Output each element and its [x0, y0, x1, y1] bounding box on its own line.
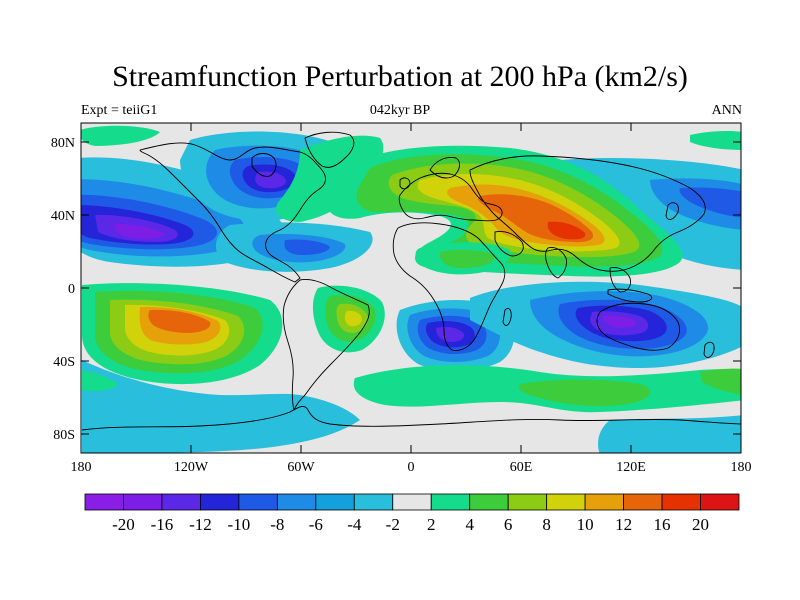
colorbar-swatch [315, 493, 355, 511]
coast-scandinavia [429, 157, 461, 179]
contour-s-america-pos4 [344, 310, 362, 327]
contour-fill [81, 125, 741, 453]
colorbar-label: 10 [577, 515, 594, 534]
contour-s-ocean-pos2 [518, 379, 651, 407]
coast-india [545, 247, 567, 279]
contour-antarctic-neg2 [82, 370, 118, 392]
contour-ne-pacific-neg3 [679, 187, 741, 218]
contour-s-ocean-pos3 [700, 368, 741, 395]
colorbar-swatch [584, 493, 624, 511]
contour-n-atl-pos1 [276, 135, 384, 222]
colorbar-swatch [507, 493, 548, 511]
colorbar-label: 12 [615, 515, 632, 534]
coast-antarctica [81, 405, 741, 431]
colorbar-label: -8 [270, 515, 284, 534]
time-label: 042kyr BP [369, 103, 431, 118]
coast-north-america [139, 142, 326, 283]
x-tick-label: 120W [174, 460, 209, 475]
colorbar-label: 6 [504, 515, 513, 534]
plot-area: 80N 40N 0 40S 80S 180 120W 60W 0 60E 120… [51, 122, 752, 475]
colorbar-label: 16 [654, 515, 671, 534]
colorbar-label: -2 [386, 515, 400, 534]
colorbar-swatch [161, 493, 201, 511]
colorbar-swatch [353, 493, 394, 511]
coastlines [81, 131, 741, 431]
x-tick-label: 0 [408, 460, 415, 475]
colorbar-swatch [469, 493, 509, 511]
contour-n-pacific-neg6 [114, 223, 165, 239]
x-tick-label: 60E [510, 460, 533, 475]
colorbar-label: -6 [309, 515, 323, 534]
y-tick-label: 40N [51, 209, 75, 224]
contour-atl-trop-neg3 [284, 239, 330, 255]
axis-ticks [80, 123, 742, 453]
experiment-label: Expt = teiiG1 [81, 103, 158, 118]
x-tick-label: 180 [731, 460, 752, 475]
contour-antarctic-neg1 [82, 360, 360, 453]
x-tick-label: 120E [616, 460, 646, 475]
colorbar-label: -4 [347, 515, 362, 534]
coast-africa [392, 222, 506, 351]
coast-hudson-bay [251, 153, 277, 177]
contour-africa-pos2 [439, 249, 495, 268]
colorbar-swatch [546, 493, 586, 511]
contour-arctic-pos [81, 125, 160, 146]
map-title: Streamfunction Perturbation at 200 hPa (… [112, 60, 688, 93]
coast-japan [665, 202, 679, 220]
colorbar-label: 8 [542, 515, 551, 534]
colorbar-label: -20 [112, 515, 135, 534]
coast-greenland [304, 131, 355, 168]
contour-arctic-pos2 [690, 130, 741, 150]
colorbar-swatch [700, 493, 740, 511]
colorbar-swatch [200, 493, 240, 511]
coast-south-america [282, 279, 370, 411]
y-tick-label: 40S [53, 355, 75, 370]
x-tick-labels: 180 120W 60W 0 60E 120E 180 [71, 460, 752, 475]
contour-s-indian-neg6 [602, 315, 637, 328]
colorbar-swatch [238, 493, 278, 511]
contour-antarctic-neg3 [598, 415, 741, 453]
colorbar-swatch [430, 493, 471, 511]
coast-uk [399, 177, 411, 190]
colorbar-swatch [392, 493, 432, 511]
colorbar-swatch [661, 493, 701, 511]
colorbar-label: 4 [465, 515, 474, 534]
coast-madagascar [502, 307, 512, 326]
colorbar-swatch [276, 493, 317, 511]
contour-s-pacific-pos6 [148, 309, 211, 333]
coast-europe [398, 172, 503, 222]
y-tick-label: 0 [68, 282, 75, 297]
y-tick-labels: 80N 40N 0 40S 80S [51, 136, 75, 443]
contour-eurasia-pos7 [547, 221, 586, 240]
colorbar-swatch [623, 493, 663, 511]
y-tick-label: 80N [51, 136, 75, 151]
colorbar-label: 20 [692, 515, 709, 534]
coast-indonesia [607, 288, 653, 303]
coast-arabia [494, 231, 524, 257]
x-tick-label: 60W [287, 460, 315, 475]
x-tick-label: 180 [71, 460, 92, 475]
colorbar-swatch [84, 493, 124, 511]
colorbar-label: 2 [427, 515, 436, 534]
coast-se-asia [609, 267, 631, 293]
y-tick-label: 80S [53, 428, 75, 443]
colorbar-label: -12 [189, 515, 212, 534]
colorbar-label: -10 [228, 515, 251, 534]
colorbar-label: -16 [151, 515, 174, 534]
contour-s-atl-neg5 [436, 326, 465, 342]
coast-australia [596, 302, 680, 351]
coast-new-zealand [703, 341, 715, 358]
colorbar-swatch [123, 493, 163, 511]
season-label: ANN [711, 103, 742, 118]
colorbar: -20 -16 -12 -10 -8 -6 -4 -2 2 4 6 8 10 12 16 20 [84, 493, 740, 534]
